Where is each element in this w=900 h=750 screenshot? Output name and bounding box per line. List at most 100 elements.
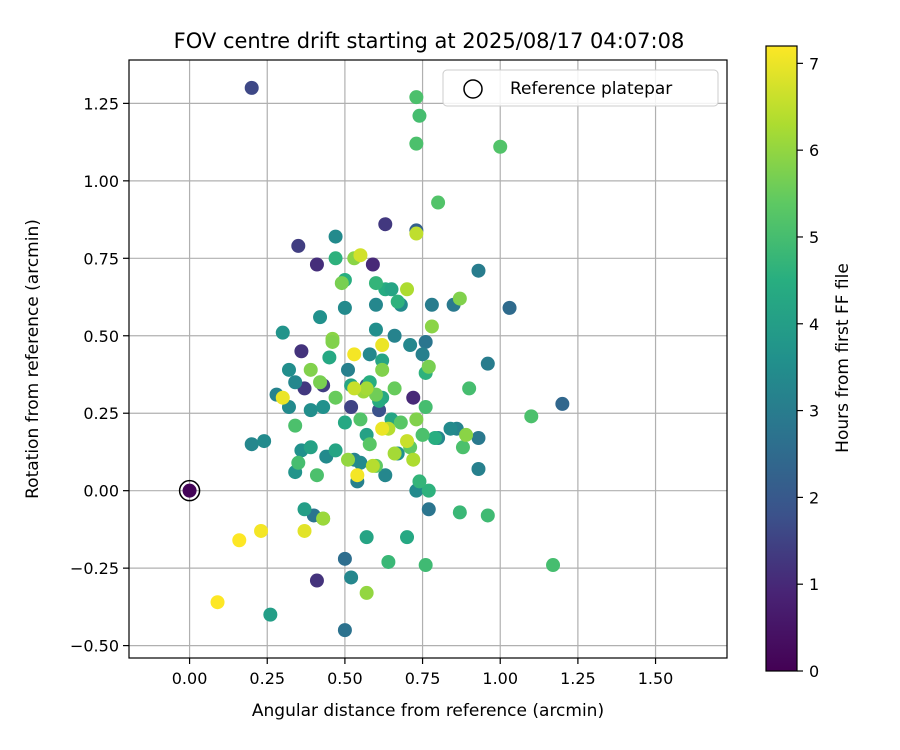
- x-tick-label: 0.00: [172, 669, 208, 688]
- scatter-point: [182, 483, 197, 498]
- y-tick-label: 0.00: [83, 482, 119, 501]
- scatter-point: [337, 623, 352, 638]
- scatter-point: [328, 443, 343, 458]
- scatter-point: [325, 334, 340, 349]
- x-axis-ticks: 0.00 0.25 0.50 0.75 1.00 1.25 1.50: [172, 658, 674, 688]
- scatter-point: [387, 381, 402, 396]
- scatter-point: [313, 310, 328, 325]
- scatter-point: [412, 474, 427, 489]
- plot-background: [129, 60, 727, 658]
- scatter-point: [328, 390, 343, 405]
- colorbar-tick-label: 6: [809, 141, 819, 160]
- scatter-point: [418, 400, 433, 415]
- colorbar-tick-label: 1: [809, 575, 819, 594]
- scatter-point: [297, 502, 312, 517]
- scatter-point: [471, 263, 486, 278]
- scatter-point: [406, 452, 421, 467]
- scatter-point: [480, 508, 495, 523]
- scatter-point: [368, 297, 383, 312]
- scatter-point: [365, 257, 380, 272]
- scatter-point: [297, 523, 312, 538]
- scatter-point: [375, 421, 390, 436]
- legend-open-circle-marker: [463, 79, 483, 99]
- scatter-point: [493, 139, 508, 154]
- scatter-points: [182, 80, 570, 638]
- scatter-point: [359, 585, 374, 600]
- colorbar-tick-label: 0: [809, 662, 819, 681]
- scatter-point: [480, 356, 495, 371]
- y-tick-label: 0.50: [83, 327, 119, 346]
- scatter-point: [275, 325, 290, 340]
- scatter-point: [459, 427, 474, 442]
- chart-title: FOV centre drift starting at 2025/08/17 …: [174, 29, 685, 53]
- y-axis-label: Rotation from reference (arcmin): [23, 219, 43, 499]
- scatter-point: [344, 400, 359, 415]
- scatter-point: [263, 607, 278, 622]
- scatter-point: [375, 338, 390, 353]
- scatter-point: [244, 80, 259, 95]
- scatter-point: [378, 217, 393, 232]
- scatter-point: [291, 238, 306, 253]
- scatter-point: [303, 403, 318, 418]
- x-tick-label: 0.25: [249, 669, 285, 688]
- y-tick-label: 0.75: [83, 249, 119, 268]
- scatter-point: [275, 390, 290, 405]
- scatter-point: [353, 248, 368, 263]
- scatter-point: [403, 338, 418, 353]
- y-tick-label: 1.00: [83, 172, 119, 191]
- x-axis-label: Angular distance from reference (arcmin): [252, 701, 604, 721]
- scatter-point: [427, 431, 442, 446]
- scatter-point: [409, 136, 424, 151]
- scatter-point: [341, 362, 356, 377]
- x-tick-label: 1.50: [638, 669, 674, 688]
- scatter-point: [381, 554, 396, 569]
- scatter-point: [421, 483, 436, 498]
- scatter-point: [452, 505, 467, 520]
- scatter-point: [524, 409, 539, 424]
- scatter-point: [452, 291, 467, 306]
- x-tick-label: 1.25: [560, 669, 596, 688]
- y-tick-label: 0.25: [83, 404, 119, 423]
- scatter-point: [303, 362, 318, 377]
- scatter-point: [471, 431, 486, 446]
- scatter-point: [424, 297, 439, 312]
- y-tick-label: −0.50: [70, 637, 119, 656]
- y-axis-ticks: −0.50 −0.25 0.00 0.25 0.50 0.75 1.00 1.25: [70, 94, 129, 656]
- scatter-point: [337, 415, 352, 430]
- x-tick-label: 0.75: [405, 669, 441, 688]
- scatter-point: [244, 437, 259, 452]
- scatter-point: [232, 533, 247, 548]
- scatter-point: [303, 440, 318, 455]
- scatter-point: [337, 551, 352, 566]
- y-tick-label: 1.25: [83, 94, 119, 113]
- colorbar-label: Hours from first FF file: [833, 263, 853, 453]
- scatter-point: [328, 229, 343, 244]
- colorbar-tick-label: 3: [809, 402, 819, 421]
- scatter-point: [350, 468, 365, 483]
- scatter-point: [421, 359, 436, 374]
- colorbar-tick-label: 7: [809, 54, 819, 73]
- scatter-point: [291, 455, 306, 470]
- scatter-point: [362, 347, 377, 362]
- scatter-point: [409, 412, 424, 427]
- colorbar-ticks: 0 1 2 3 4 5 6 7: [797, 54, 819, 681]
- x-tick-label: 1.00: [482, 669, 518, 688]
- scatter-point: [347, 381, 362, 396]
- scatter-point: [353, 455, 368, 470]
- scatter-point: [378, 468, 393, 483]
- scatter-point: [424, 319, 439, 334]
- scatter-point: [455, 440, 470, 455]
- scatter-point: [341, 452, 356, 467]
- colorbar-tick-label: 5: [809, 228, 819, 247]
- scatter-point: [334, 276, 349, 291]
- scatter-point: [337, 300, 352, 315]
- scatter-point: [390, 294, 405, 309]
- scatter-point: [328, 251, 343, 266]
- scatter-point: [400, 282, 415, 297]
- scatter-point: [257, 434, 272, 449]
- scatter-point: [309, 573, 324, 588]
- scatter-point: [313, 375, 328, 390]
- scatter-point: [415, 347, 430, 362]
- scatter-point: [288, 418, 303, 433]
